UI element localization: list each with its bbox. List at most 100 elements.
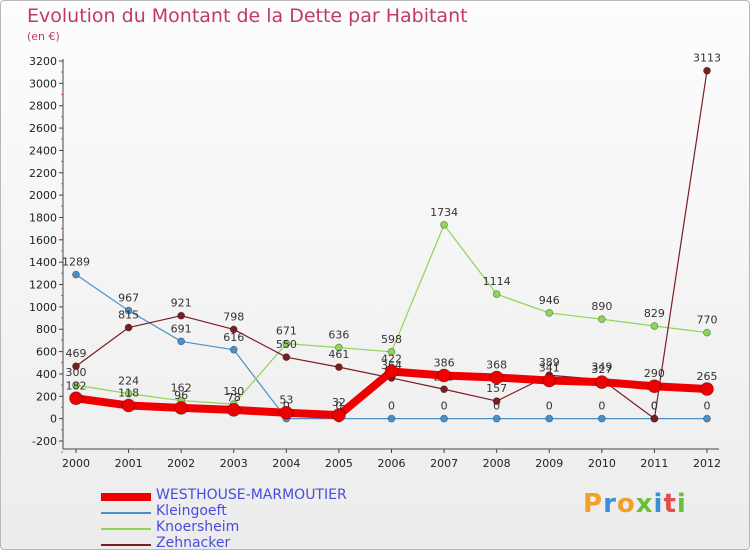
data-point-westhouse-marmoutier: [437, 368, 451, 383]
data-label-westhouse-marmoutier: 265: [697, 370, 718, 383]
data-point-zehnacker: [282, 353, 291, 362]
data-point-westhouse-marmoutier: [279, 405, 294, 420]
data-label-knoersheim: 671: [276, 325, 297, 338]
y-tick-label: 3000: [29, 77, 57, 90]
data-label-westhouse-marmoutier: 32: [332, 396, 346, 409]
data-point-knoersheim: [492, 290, 501, 299]
data-label-kleingoeft: 0: [598, 400, 605, 413]
data-label-zehnacker: 461: [328, 348, 349, 361]
data-point-westhouse-marmoutier: [332, 408, 346, 422]
logo-letter: t: [663, 489, 677, 519]
data-point-kleingoeft: [229, 345, 238, 354]
legend-swatch: [101, 493, 151, 501]
y-tick-label: 0: [50, 413, 57, 426]
chart-unit-label: (en €): [27, 30, 60, 43]
data-label-knoersheim: 770: [697, 314, 718, 327]
data-point-westhouse-marmoutier: [121, 398, 136, 413]
y-tick-label: 2600: [29, 122, 57, 135]
data-label-westhouse-marmoutier: 368: [486, 359, 507, 372]
data-point-knoersheim: [440, 220, 448, 229]
logo-letter: i: [653, 489, 664, 519]
x-tick-label: 2001: [115, 457, 143, 470]
data-label-kleingoeft: 0: [493, 400, 500, 413]
data-point-zehnacker: [177, 311, 186, 320]
x-tick-label: 2004: [272, 457, 300, 470]
data-label-westhouse-marmoutier: 341: [539, 362, 560, 375]
x-tick-label: 2008: [483, 457, 511, 470]
data-label-kleingoeft: 0: [546, 400, 553, 413]
data-point-knoersheim: [72, 381, 80, 390]
y-tick-label: 600: [36, 346, 57, 359]
data-point-kleingoeft: [703, 414, 711, 423]
proxiti-logo: Proxiti: [583, 489, 687, 519]
data-label-kleingoeft: 0: [283, 400, 290, 413]
data-label-kleingoeft: 616: [223, 331, 244, 344]
data-label-westhouse-marmoutier: 290: [644, 367, 665, 380]
logo-letter: o: [616, 489, 636, 519]
data-point-knoersheim: [124, 389, 133, 398]
data-label-zehnacker: 349: [591, 361, 612, 374]
data-point-kleingoeft: [177, 337, 186, 346]
data-point-knoersheim: [597, 315, 606, 324]
data-point-kleingoeft: [124, 306, 133, 315]
data-point-knoersheim: [282, 339, 291, 348]
data-point-kleingoeft: [440, 414, 448, 423]
data-label-knoersheim: 1114: [483, 275, 511, 288]
y-tick-label: 1000: [29, 301, 57, 314]
y-tick-label: 1600: [29, 234, 57, 247]
data-label-westhouse-marmoutier: 118: [118, 386, 139, 399]
data-label-knoersheim: 300: [66, 366, 87, 379]
data-point-westhouse-marmoutier: [700, 382, 714, 396]
y-tick-label: 3200: [29, 55, 57, 68]
data-label-zehnacker: 798: [223, 310, 244, 323]
x-tick-label: 2005: [325, 457, 353, 470]
x-tick-label: 2010: [588, 457, 616, 470]
data-point-westhouse-marmoutier: [226, 403, 241, 417]
data-point-kleingoeft: [387, 414, 396, 423]
y-tick-label: 2400: [29, 144, 57, 157]
data-point-knoersheim: [703, 328, 711, 337]
data-label-westhouse-marmoutier: 182: [66, 379, 87, 392]
chart-title: Evolution du Montant de la Dette par Hab…: [27, 5, 468, 27]
data-label-knoersheim: 162: [171, 382, 192, 395]
legend-label: Kleingoeft: [156, 503, 227, 519]
data-point-zehnacker: [703, 66, 711, 75]
data-label-knoersheim: 224: [118, 375, 139, 388]
data-point-westhouse-marmoutier: [174, 401, 189, 415]
data-point-zehnacker: [229, 325, 238, 334]
data-point-westhouse-marmoutier: [542, 373, 557, 388]
legend-swatch: [101, 528, 151, 530]
data-label-knoersheim: 946: [539, 294, 560, 307]
data-label-zehnacker: 157: [486, 382, 507, 395]
data-point-westhouse-marmoutier: [384, 364, 399, 379]
y-tick-label: 200: [36, 390, 57, 403]
data-point-westhouse-marmoutier: [594, 375, 609, 390]
x-tick-label: 2000: [62, 457, 90, 470]
data-label-zehnacker: 3113: [693, 52, 721, 65]
data-point-kleingoeft: [492, 414, 501, 423]
data-label-zehnacker: 389: [539, 356, 560, 369]
data-label-westhouse-marmoutier: 53: [279, 394, 293, 407]
data-point-kleingoeft: [597, 414, 606, 423]
data-label-westhouse-marmoutier: 422: [381, 352, 402, 365]
data-point-zehnacker: [492, 397, 501, 406]
data-label-knoersheim: 130: [223, 385, 244, 398]
data-label-zehnacker: 469: [66, 347, 87, 360]
data-label-kleingoeft: 0: [388, 400, 395, 413]
x-tick-label: 2012: [693, 457, 721, 470]
data-label-kleingoeft: 691: [171, 322, 192, 335]
data-point-westhouse-marmoutier: [69, 391, 83, 406]
data-point-westhouse-marmoutier: [489, 370, 504, 385]
y-tick-label: 400: [36, 368, 57, 381]
x-tick-label: 2007: [430, 457, 458, 470]
data-label-kleingoeft: 0: [441, 400, 448, 413]
data-label-westhouse-marmoutier: 386: [434, 357, 455, 370]
data-label-kleingoeft: 0: [335, 400, 342, 413]
data-label-knoersheim: 829: [644, 307, 665, 320]
y-tick-label: 1200: [29, 279, 57, 292]
data-label-kleingoeft: 0: [651, 400, 658, 413]
data-label-kleingoeft: 1289: [62, 256, 90, 269]
x-tick-label: 2011: [640, 457, 668, 470]
